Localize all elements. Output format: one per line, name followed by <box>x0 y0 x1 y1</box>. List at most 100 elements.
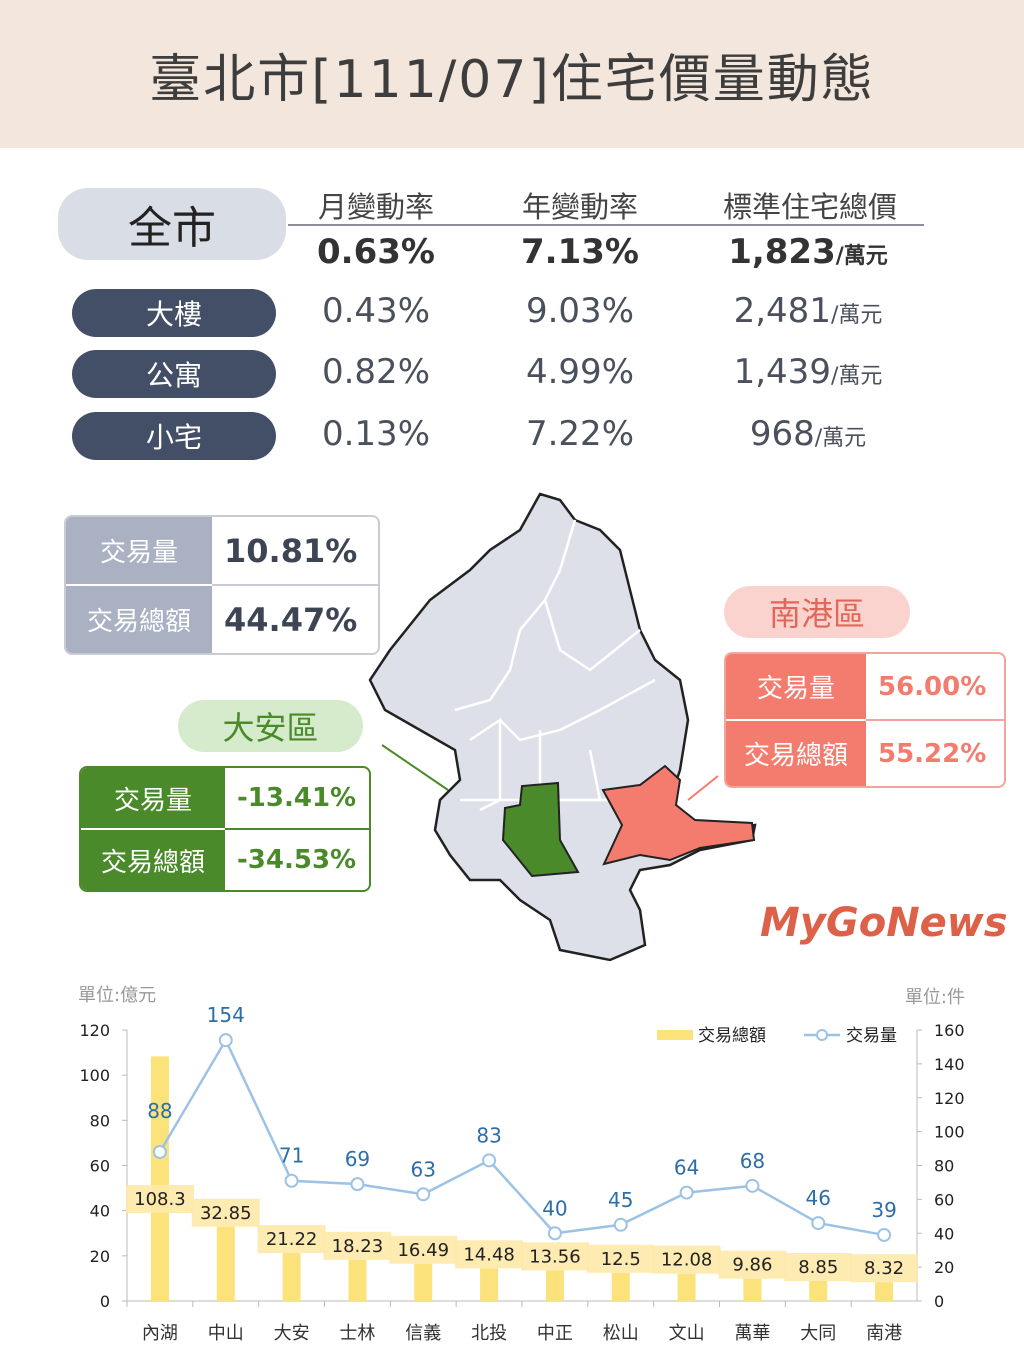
right-tick-label: 100 <box>934 1123 965 1142</box>
x-label: 信義 <box>405 1323 441 1344</box>
right-tick-label: 80 <box>934 1157 954 1176</box>
summary-yoy-value: 4.99% <box>525 352 634 392</box>
nangang-vol-value: 56.00% <box>866 654 1004 721</box>
left-tick-label: 20 <box>90 1247 110 1266</box>
nangang-vol-label: 交易量 <box>726 654 866 721</box>
line-point <box>152 1144 167 1159</box>
line-point <box>547 1226 562 1241</box>
bar-萬華 <box>743 1278 762 1301</box>
summary-yoy-1: 9.03% <box>480 291 680 331</box>
summary-mom-value: 0.43% <box>321 291 430 331</box>
line-label: 45 <box>608 1188 633 1212</box>
left-tick-label: 80 <box>90 1111 110 1130</box>
daan-connector <box>381 744 449 791</box>
daan-box: 交易量 -13.41% 交易總額 -34.53% <box>79 766 371 892</box>
bar-label-bg <box>323 1231 392 1260</box>
line-label: 154 <box>207 1003 245 1027</box>
right-tick-label: 140 <box>934 1055 965 1074</box>
bar-士林 <box>348 1259 367 1301</box>
city-vol-label: 交易量 <box>66 517 212 586</box>
legend-bar-swatch <box>657 1030 693 1040</box>
nangang-amt-label: 交易總額 <box>726 721 866 786</box>
bar-文山 <box>677 1273 696 1301</box>
left-tick-label: 60 <box>90 1157 110 1176</box>
summary-mom-value: 0.13% <box>321 414 430 454</box>
line-label: 88 <box>147 1099 172 1123</box>
x-label: 士林 <box>339 1323 375 1344</box>
line-label: 39 <box>871 1198 896 1222</box>
map-daan-district <box>501 781 580 878</box>
summary-yoy-value: 9.03% <box>525 291 634 331</box>
x-label: 大安 <box>274 1323 310 1344</box>
bar-label-bg <box>718 1250 787 1279</box>
bar-label-bg <box>125 1185 194 1213</box>
daan-amt-label: 交易總額 <box>81 830 225 890</box>
line-point <box>877 1227 892 1242</box>
bar-大同 <box>809 1281 828 1301</box>
x-label: 北投 <box>471 1323 507 1344</box>
city-vol-value: 10.81% <box>212 517 378 586</box>
bar-大安 <box>282 1253 301 1301</box>
summary-yoy-2: 4.99% <box>480 352 680 392</box>
bar-label-bg <box>850 1254 919 1283</box>
right-unit-label: 單位:件 <box>905 987 965 1008</box>
line-point <box>350 1177 365 1192</box>
bar-label: 32.85 <box>200 1203 252 1224</box>
right-tick-label: 20 <box>934 1258 954 1277</box>
x-label: 內湖 <box>142 1323 178 1344</box>
right-tick-label: 120 <box>934 1089 965 1108</box>
summary-price-value: 1,439 <box>733 352 831 392</box>
summary-label-2: 公寓 <box>72 350 276 398</box>
bar-label: 21.22 <box>266 1229 318 1250</box>
summary-yoy-value: 7.22% <box>525 414 634 454</box>
right-tick-label: 60 <box>934 1190 954 1209</box>
x-label: 文山 <box>669 1323 705 1344</box>
summary-price-value: 968 <box>749 414 815 454</box>
header-divider <box>288 224 924 226</box>
bar-label-bg <box>586 1244 655 1273</box>
price-unit: /萬元 <box>835 244 888 269</box>
line-point <box>613 1217 628 1232</box>
left-tick-label: 100 <box>79 1066 110 1085</box>
daan-vol-value: -13.41% <box>225 768 369 830</box>
bar-label-bg <box>191 1198 260 1227</box>
bar-label: 14.48 <box>463 1244 515 1265</box>
map-nangang-district <box>601 764 756 866</box>
bar-label-bg <box>257 1225 326 1254</box>
right-tick-label: 0 <box>934 1292 944 1311</box>
line-point <box>811 1216 826 1231</box>
summary-price-value: 2,481 <box>733 291 831 331</box>
nangang-box: 交易量 56.00% 交易總額 55.22% <box>724 652 1006 788</box>
bar-信義 <box>414 1263 433 1301</box>
x-label: 萬華 <box>734 1323 770 1344</box>
bar-label: 9.86 <box>732 1255 772 1276</box>
right-tick-label: 160 <box>934 1021 965 1040</box>
col-mom: 月變動率 <box>317 190 434 224</box>
bar-label: 18.23 <box>332 1236 384 1257</box>
bar-label: 13.56 <box>529 1246 581 1267</box>
bar-label: 16.49 <box>397 1240 449 1261</box>
price-unit: /萬元 <box>814 426 867 451</box>
summary-mom-value: 0.82% <box>321 352 430 392</box>
x-label: 中正 <box>537 1323 573 1344</box>
left-tick-label: 40 <box>90 1202 110 1221</box>
line-point <box>482 1153 497 1168</box>
bar-label: 8.32 <box>864 1258 904 1279</box>
bar-中正 <box>545 1270 564 1301</box>
bar-中山 <box>216 1226 235 1301</box>
line-label: 46 <box>806 1186 831 1210</box>
summary-yoy-3: 7.22% <box>480 414 680 454</box>
x-label: 南港 <box>866 1323 902 1344</box>
daan-amt-value: -34.53% <box>237 845 357 875</box>
bar-label-bg <box>389 1235 458 1264</box>
city-trade-box: 交易量 10.81% 交易總額 44.47% <box>64 515 380 655</box>
line-point <box>284 1173 299 1188</box>
bar-label: 12.08 <box>661 1250 713 1271</box>
bar-label: 8.85 <box>798 1257 838 1278</box>
line-point <box>416 1187 431 1202</box>
summary-mom-2: 0.82% <box>276 352 476 392</box>
summary-label-3: 小宅 <box>72 412 276 460</box>
summary-price-3: 968/萬元 <box>708 414 908 454</box>
legend-bar-label: 交易總額 <box>698 1026 766 1046</box>
summary-mom-1: 0.43% <box>276 291 476 331</box>
